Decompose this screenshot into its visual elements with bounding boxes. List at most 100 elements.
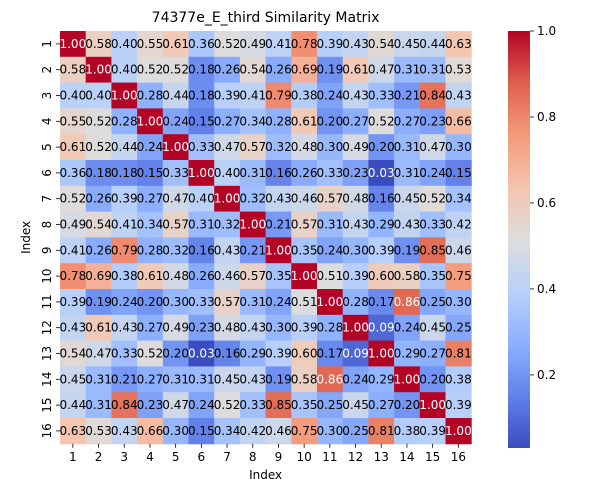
heatmap-cell-label: 0.39 [291, 321, 318, 335]
heatmap-cell [188, 31, 215, 58]
heatmap-cell [291, 314, 318, 342]
heatmap-cell [317, 82, 344, 109]
heatmap-cell-label: 0.23 [419, 114, 446, 128]
heatmap-cell [317, 314, 344, 342]
heatmap-cell-label: 0.30 [342, 243, 369, 257]
heatmap-cell-label: 0.86 [394, 295, 421, 309]
heatmap-cell [239, 392, 267, 419]
heatmap-cell [60, 314, 87, 342]
heatmap-cell-label: 0.16 [188, 243, 215, 257]
heatmap-cell [419, 314, 446, 342]
heatmap-cell-label: 0.19 [85, 295, 112, 309]
heatmap-cell [85, 366, 112, 393]
heatmap-cell-label: 0.45 [419, 321, 446, 335]
heatmap-cell [368, 418, 395, 445]
heatmap-cell [137, 211, 164, 238]
heatmap-cell-label: 0.45 [59, 372, 86, 386]
heatmap-cell [394, 82, 421, 109]
heatmap-cell-label: 0.32 [239, 192, 266, 206]
heatmap-cell-label: 0.15 [188, 424, 215, 438]
heatmap-cell-label: 0.39 [342, 269, 369, 283]
heatmap-cell-label: 0.27 [394, 114, 421, 128]
x-axis-label: Index [249, 468, 282, 482]
heatmap-cell [368, 392, 395, 419]
heatmap-cell-label: 0.69 [85, 269, 112, 283]
heatmap-cell-label: 0.44 [162, 89, 189, 103]
heatmap-cell [214, 289, 241, 316]
heatmap-cell-labels: 1.000.580.400.550.610.360.520.490.410.78… [59, 37, 471, 438]
heatmap-cell-label: 0.26 [214, 63, 241, 77]
heatmap-cell [137, 289, 164, 316]
heatmap-cell [265, 31, 292, 58]
heatmap-cell [188, 340, 215, 367]
heatmap-cell [419, 289, 446, 316]
heatmap-cell [342, 56, 369, 84]
x-tick-label: 6 [198, 450, 206, 464]
heatmap-cell-label: 0.20 [368, 140, 395, 154]
heatmap-cell [60, 134, 87, 161]
heatmap-cell [188, 185, 215, 213]
heatmap-cell-label: 0.24 [316, 243, 343, 257]
heatmap-cell-label: 0.52 [137, 63, 164, 77]
heatmap-cell-label: 0.84 [111, 398, 138, 412]
heatmap-cell [368, 82, 395, 109]
heatmap-cell [239, 108, 267, 135]
heatmap-cell [291, 31, 318, 58]
heatmap-cell-label: 0.53 [445, 63, 472, 77]
heatmap-cell [342, 263, 369, 290]
heatmap-cell [60, 31, 87, 58]
heatmap-cell [368, 237, 395, 264]
heatmap-cell-label: 0.25 [419, 295, 446, 309]
heatmap-cell [111, 211, 138, 238]
heatmap-cell [188, 134, 215, 161]
heatmap-cell [162, 314, 189, 342]
heatmap-cell [239, 418, 267, 445]
heatmap-cell [60, 160, 87, 187]
heatmap-cell-label: 0.28 [137, 243, 164, 257]
heatmap-cell-label: 0.45 [214, 372, 241, 386]
heatmap-cell-label: 0.43 [239, 372, 266, 386]
heatmap-cell-label: 0.09 [342, 347, 369, 361]
heatmap-cell [214, 418, 241, 445]
heatmap-cell-label: 0.47 [368, 63, 395, 77]
x-tick-label: 12 [348, 450, 363, 464]
heatmap-cell-label: 0.41 [265, 37, 292, 51]
heatmap-cell-label: 0.51 [291, 295, 318, 309]
heatmap-cell [317, 340, 344, 367]
heatmap-cell-label: 0.27 [419, 347, 446, 361]
heatmap-cell [342, 211, 369, 238]
heatmap-cell-label: 0.24 [419, 166, 446, 180]
heatmap-cell-label: 0.09 [368, 321, 395, 335]
colorbar-tick-label: 0.2 [537, 368, 556, 382]
heatmap-cell-label: 0.48 [214, 321, 241, 335]
x-tick-label: 9 [275, 450, 283, 464]
heatmap-cell [85, 211, 112, 238]
heatmap-cell [137, 418, 164, 445]
x-tick-label: 5 [172, 450, 180, 464]
heatmap-cell-label: 1.00 [394, 372, 421, 386]
heatmap-cell-label: 0.44 [111, 140, 138, 154]
heatmap-cell-label: 0.21 [111, 372, 138, 386]
heatmap-cell-label: 0.28 [265, 114, 292, 128]
heatmap-cell-label: 0.20 [316, 114, 343, 128]
heatmap-cell-label: 0.39 [316, 37, 343, 51]
y-tick-label: 6 [40, 169, 54, 177]
heatmap-cell [162, 392, 189, 419]
heatmap-cell [188, 392, 215, 419]
heatmap-cell [85, 31, 112, 58]
heatmap-cell [239, 263, 267, 290]
heatmap-cell-label: 1.00 [445, 424, 472, 438]
heatmap-cell-label: 0.52 [85, 140, 112, 154]
heatmap-cell-label: 1.00 [214, 192, 241, 206]
heatmap-cell [394, 263, 421, 290]
heatmap-cell-label: 0.40 [111, 37, 138, 51]
heatmap-cell-label: 0.61 [291, 114, 318, 128]
heatmap-cell-label: 0.23 [137, 398, 164, 412]
heatmap-cell [445, 211, 472, 238]
x-tick-label: 8 [249, 450, 257, 464]
heatmap-cell-label: 0.31 [188, 372, 215, 386]
heatmap-cell [188, 237, 215, 264]
heatmap-cell [342, 185, 369, 213]
